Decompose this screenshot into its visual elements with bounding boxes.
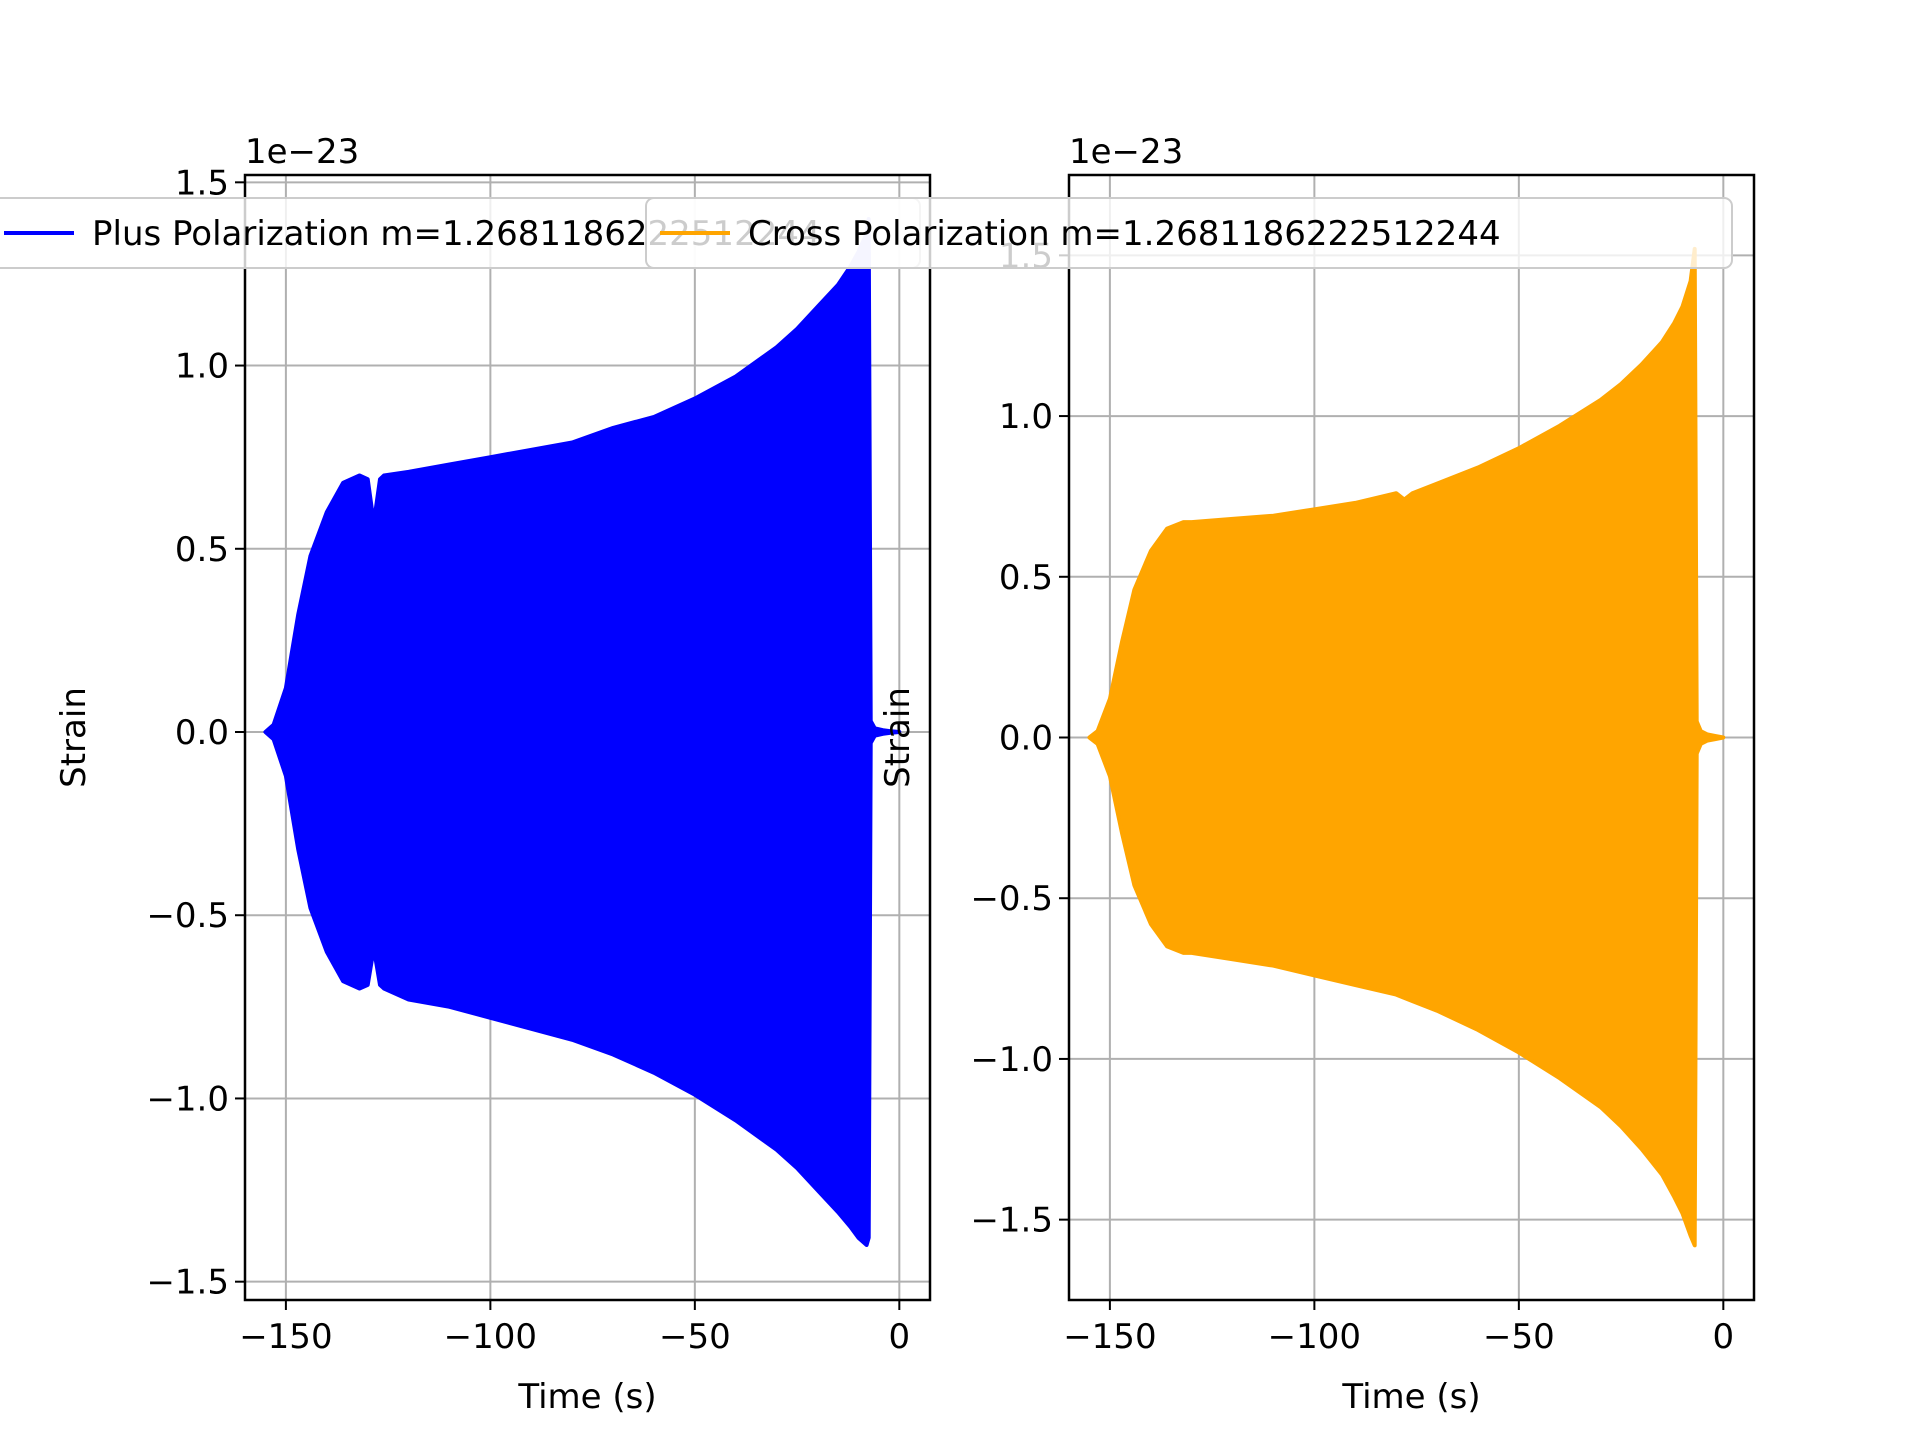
x-tick-label: 0 bbox=[1713, 1317, 1735, 1357]
cross-polarization-legend: Cross Polarization m=1.2681186222512244 bbox=[645, 197, 1733, 269]
y-tick-label: −1.5 bbox=[146, 1263, 229, 1303]
y-tick-label: 1.0 bbox=[175, 347, 229, 387]
series-0-waveform bbox=[1087, 246, 1726, 1248]
x-axis-label: Time (s) bbox=[1341, 1377, 1480, 1417]
x-tick-label: −50 bbox=[1483, 1317, 1555, 1357]
series-0-waveform bbox=[263, 217, 902, 1247]
x-tick-label: −150 bbox=[239, 1317, 332, 1357]
x-tick-label: −50 bbox=[659, 1317, 731, 1357]
axes-frame bbox=[243, 173, 932, 1302]
x-tick-label: −100 bbox=[444, 1317, 537, 1357]
y-axis-label: Strain bbox=[878, 687, 918, 788]
y-tick-label: 0.5 bbox=[175, 530, 229, 570]
y-tick-label: −1.0 bbox=[970, 1040, 1053, 1080]
y-tick-label: 0.0 bbox=[175, 713, 229, 753]
legend-box bbox=[645, 197, 1733, 269]
y-axis-label: Strain bbox=[54, 687, 94, 788]
y-tick-label: 0.0 bbox=[999, 719, 1053, 759]
y-offset-text: 1e−23 bbox=[245, 132, 359, 172]
cross-polarization-panel: −150−100−500−1.5−1.0−0.50.00.51.01.5Time… bbox=[878, 132, 1756, 1417]
x-tick-label: −150 bbox=[1063, 1317, 1156, 1357]
y-tick-label: 1.5 bbox=[175, 163, 229, 203]
y-offset-text: 1e−23 bbox=[1069, 132, 1183, 172]
x-tick-label: −100 bbox=[1268, 1317, 1361, 1357]
y-tick-label: −1.5 bbox=[970, 1201, 1053, 1241]
legend-label: Cross Polarization m=1.2681186222512244 bbox=[748, 214, 1501, 254]
y-tick-label: −0.5 bbox=[970, 879, 1053, 919]
y-tick-label: −0.5 bbox=[146, 896, 229, 936]
x-tick-label: 0 bbox=[889, 1317, 911, 1357]
y-tick-label: −1.0 bbox=[146, 1079, 229, 1119]
y-tick-label: 0.5 bbox=[999, 558, 1053, 598]
x-axis-label: Time (s) bbox=[517, 1377, 656, 1417]
plus-polarization-panel: −150 −100 −50 0 −1.5 −1.0 −0.5 0.0 0.5 1.0 1.5 Time… bbox=[54, 132, 932, 1417]
y-tick-label: 1.0 bbox=[999, 397, 1053, 437]
